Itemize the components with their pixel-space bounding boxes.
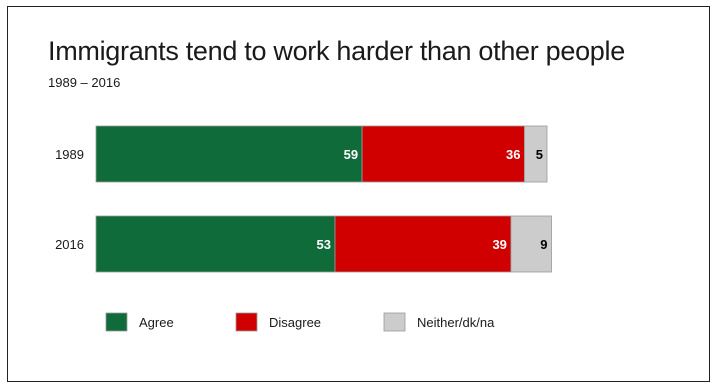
chart-title: Immigrants tend to work harder than othe…	[48, 36, 625, 66]
data-label-neither-dk-na-1989: 5	[536, 147, 543, 162]
data-label-neither-dk-na-2016: 9	[540, 237, 547, 252]
bar-segment-disagree-1989	[361, 125, 525, 183]
bar-segment-disagree-2016	[334, 215, 512, 273]
legend-label-disagree: Disagree	[269, 315, 321, 330]
data-label-agree-1989: 59	[344, 147, 358, 162]
legend-label-neither-dk-na: Neither/dk/na	[417, 315, 495, 330]
bar-segment-neither-dk-na-2016	[510, 215, 552, 273]
legend-swatch-disagree	[235, 312, 258, 332]
legend-label-agree: Agree	[139, 315, 174, 330]
data-label-disagree-1989: 36	[506, 147, 520, 162]
legend-swatch-neither-dk-na	[383, 312, 406, 332]
legend-swatch-agree	[105, 312, 128, 332]
chart-subtitle: 1989 – 2016	[48, 75, 121, 90]
bar-segment-agree-2016	[95, 215, 336, 273]
data-label-agree-2016: 53	[317, 237, 331, 252]
bar-segment-neither-dk-na-1989	[524, 125, 548, 183]
data-label-disagree-2016: 39	[492, 237, 506, 252]
category-label-2016: 2016	[55, 237, 84, 252]
category-label-1989: 1989	[55, 147, 84, 162]
bar-segment-agree-1989	[95, 125, 363, 183]
